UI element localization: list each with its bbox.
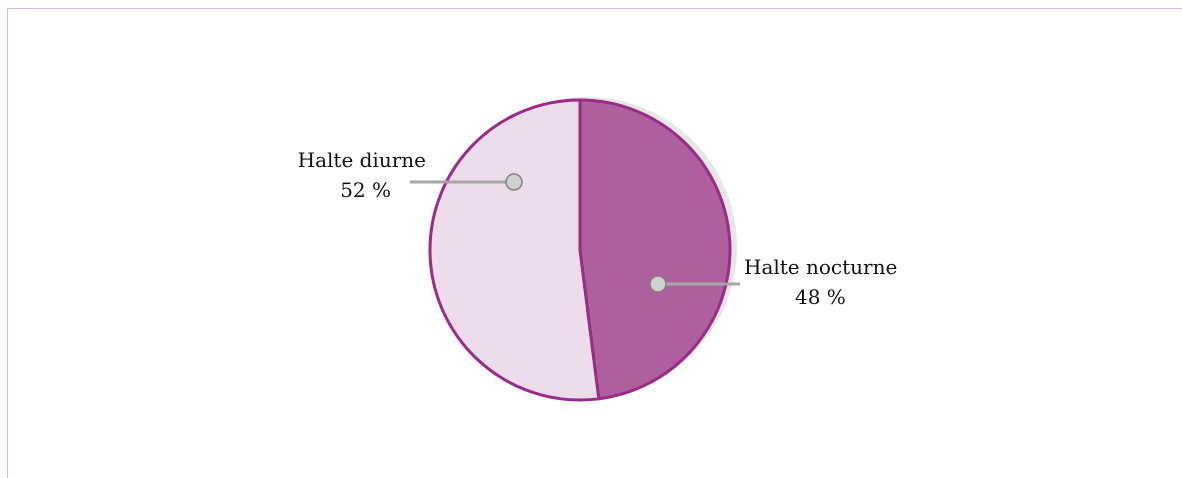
pie-slices <box>428 98 732 402</box>
leader-marker-halte-diurne <box>505 173 523 191</box>
leader-marker-halte-nocturne <box>649 275 667 293</box>
pie-slice-halte-diurne <box>428 98 601 402</box>
slice-value-halte-nocturne: 48 % <box>795 285 846 309</box>
slice-label-halte-nocturne: Halte nocturne <box>744 255 897 279</box>
slice-value-halte-diurne: 52 % <box>340 178 391 202</box>
slice-label-halte-diurne: Halte diurne <box>298 148 426 172</box>
pie-slice-halte-nocturne <box>578 98 732 401</box>
pie-leaders <box>410 173 740 293</box>
pie-labels: Halte nocturne 48 % Halte diurne 52 % <box>298 148 898 309</box>
chart-frame <box>7 8 1182 478</box>
